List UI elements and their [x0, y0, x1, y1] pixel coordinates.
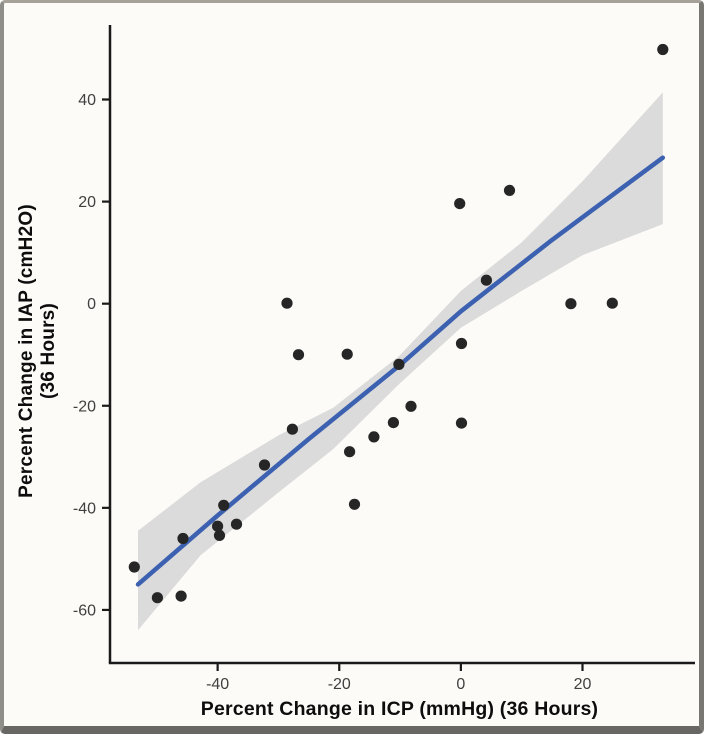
data-point: [341, 348, 353, 360]
x-tick-label: 0: [456, 676, 465, 693]
data-point: [657, 43, 669, 56]
data-point: [480, 274, 492, 286]
data-point: [281, 297, 293, 309]
data-point: [230, 518, 243, 530]
y-axis-title: Percent Change in IAP (cmH2O) (36 Hours): [16, 11, 60, 691]
data-point: [455, 337, 468, 350]
data-point: [218, 499, 230, 511]
data-point: [503, 184, 516, 196]
data-point: [286, 423, 298, 435]
data-point: [387, 417, 399, 429]
data-point: [606, 297, 618, 309]
data-point: [348, 498, 361, 510]
y-tick-label: 0: [87, 296, 96, 313]
data-point: [213, 529, 226, 542]
data-point: [151, 592, 163, 604]
y-tick-label: -20: [73, 398, 96, 415]
data-point: [405, 400, 417, 412]
scatter-plot: 40 20 0 -20 -40 -60 -40 -20 0 20: [73, 25, 695, 693]
x-tick-label: -20: [328, 676, 351, 693]
data-point: [454, 198, 466, 210]
y-tick-label: 20: [78, 194, 96, 211]
x-axis-title: Percent Change in ICP (mmHg) (36 Hours): [200, 698, 599, 720]
data-point: [128, 561, 140, 573]
y-tick-label: 40: [78, 92, 96, 109]
y-axis-title-line2: (36 Hours): [38, 303, 59, 399]
data-point: [368, 431, 380, 443]
x-tick-label: 20: [574, 676, 592, 693]
data-point: [292, 349, 305, 361]
data-point: [212, 520, 224, 532]
y-tick-label: -60: [73, 602, 96, 619]
data-point: [565, 298, 577, 310]
data-point: [177, 532, 189, 545]
data-point: [344, 446, 356, 458]
y-axis-title-line1: Percent Change in IAP (cmH2O): [16, 204, 37, 498]
data-point: [455, 417, 468, 429]
data-point: [258, 459, 271, 471]
data-point: [175, 590, 187, 602]
data-point: [393, 358, 405, 370]
y-tick-label: -40: [73, 500, 96, 517]
x-tick-label: -40: [206, 676, 229, 693]
